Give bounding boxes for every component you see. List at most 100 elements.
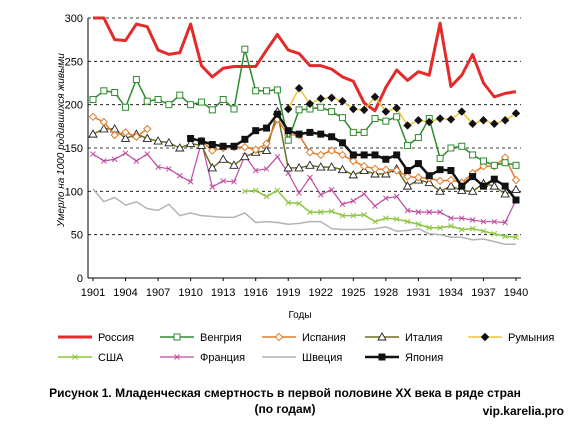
data-point [283, 163, 294, 172]
figure-caption-subtitle: (по годам) [254, 402, 316, 416]
data-point [263, 193, 270, 200]
data-point [425, 117, 434, 127]
data-point [500, 189, 510, 198]
data-point [513, 234, 519, 241]
data-point-stroke [382, 215, 389, 222]
data-point [360, 128, 368, 136]
data-point [414, 173, 423, 182]
data-point [435, 186, 445, 195]
data-point [426, 224, 433, 231]
data-point [361, 191, 368, 197]
x-tick-label: 1922 [309, 287, 333, 299]
data-point-stroke [491, 218, 498, 225]
data-point [381, 107, 391, 116]
data-point [230, 142, 238, 150]
data-point [490, 161, 498, 169]
data-point [174, 354, 180, 360]
data-point [132, 76, 140, 84]
data-point-stroke [469, 225, 476, 232]
data-point [72, 354, 78, 360]
data-point [458, 182, 466, 190]
data-point [349, 128, 357, 136]
series-line [93, 16, 517, 113]
y-tick-label: 50 [71, 230, 83, 242]
data-point [382, 117, 390, 125]
data-point-stroke [415, 221, 422, 228]
data-point [230, 105, 238, 113]
data-point [511, 175, 521, 185]
data-point [446, 115, 456, 124]
data-point [111, 89, 119, 97]
data-point [185, 138, 196, 148]
data-point [89, 95, 97, 103]
data-point [490, 175, 498, 183]
data-point [173, 333, 181, 341]
data-point [437, 224, 443, 231]
data-point-stroke [393, 193, 400, 200]
data-point-stroke [372, 218, 378, 225]
legend-label: Венгрия [200, 332, 242, 344]
data-point [338, 96, 347, 106]
data-point [285, 170, 292, 176]
data-point-stroke [111, 156, 118, 163]
data-point-stroke [480, 218, 487, 225]
data-point [305, 160, 315, 169]
data-point [100, 158, 107, 164]
x-tick-label: 1925 [341, 287, 365, 299]
data-point [263, 165, 270, 172]
data-point [500, 116, 510, 125]
data-point [219, 142, 227, 150]
legend-label: Румыния [508, 332, 554, 344]
legend-label: Испания [302, 332, 346, 344]
data-point-stroke [252, 167, 259, 174]
y-tick-label: 200 [65, 100, 83, 112]
legend-label: США [98, 352, 124, 364]
grid-layer [88, 17, 521, 236]
data-point [261, 145, 272, 155]
data-point [435, 176, 445, 186]
legend-item: США [58, 352, 124, 364]
data-point [274, 187, 281, 194]
data-point [142, 133, 153, 142]
source-link[interactable]: vip.karelia.pro [482, 404, 564, 418]
data-point [456, 185, 467, 194]
series-line [92, 116, 148, 138]
y-tick-label: 250 [65, 56, 83, 68]
data-point [219, 95, 227, 103]
data-point [360, 151, 368, 159]
data-point [458, 215, 465, 222]
data-point [317, 209, 324, 215]
data-point-stroke [220, 178, 227, 184]
data-point [121, 128, 130, 137]
data-point-stroke [328, 208, 335, 215]
legend-item: Япония [365, 352, 443, 364]
data-point-stroke [491, 230, 498, 237]
data-point-stroke [296, 200, 302, 207]
data-point [479, 182, 487, 190]
data-point [339, 201, 346, 208]
data-point [372, 218, 378, 225]
series-Швеция [92, 188, 516, 245]
data-point-stroke [372, 203, 378, 209]
data-point [447, 167, 455, 175]
series-Франция [90, 139, 519, 226]
data-point [404, 167, 412, 175]
data-point [317, 191, 324, 198]
data-point-stroke [274, 153, 281, 160]
data-point [480, 332, 490, 342]
axis-layer: 0 50 100 150 200 250 300 1901 1904 1907 1910 1913 19… [65, 13, 529, 299]
data-point [209, 184, 216, 190]
data-point-stroke [263, 193, 270, 200]
data-point [187, 178, 194, 185]
data-point [327, 146, 336, 155]
data-point [273, 86, 281, 94]
data-point [285, 199, 292, 206]
legend-item: Швеция [262, 352, 342, 364]
x-tick-label: 1934 [439, 287, 463, 299]
data-point [274, 153, 281, 160]
data-point-stroke [458, 226, 465, 233]
data-point-stroke [263, 165, 270, 172]
data-point [361, 211, 368, 218]
data-point-stroke [252, 187, 259, 194]
data-point [512, 161, 520, 169]
